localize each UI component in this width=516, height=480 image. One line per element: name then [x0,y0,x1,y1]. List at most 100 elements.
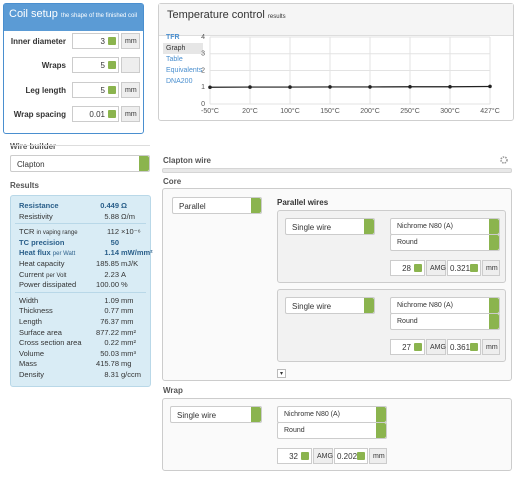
diameter-unit: mm [369,448,387,464]
label-text: Surface area [19,327,62,337]
label-text: Heat flux [19,248,51,258]
data-point [488,84,492,89]
label-text: Density [19,370,45,379]
result-row: Current per Volt 2.23 A [19,270,149,280]
label-text: Resistance [19,201,59,210]
result-row: Volume 50.03 mm³ [19,349,149,359]
result-unit: % [121,280,128,290]
label-text: Width [19,295,39,305]
result-label: Mass [19,359,37,368]
result-value: 112 [107,227,119,237]
section-title: Parallel wires [277,198,329,207]
result-unit: Ω/m [121,211,135,221]
gauge-unit: AMG [426,339,446,355]
label-text: Heat capacity [19,259,65,268]
result-unit: mm² [121,327,136,337]
menu-item[interactable]: Graph [163,43,203,54]
result-unit: mm² [121,338,136,348]
result-unit: ×10⁻⁶ [121,227,141,237]
result-value: 0.77 [104,306,119,316]
divider [15,291,146,293]
diameter-unit: mm [482,260,500,276]
result-row: Surface area 877.22 mm² [19,328,149,338]
gauge-input[interactable]: 32 [277,448,312,464]
result-value: 50 [110,237,119,247]
section-title: Results [10,181,39,190]
label-text: TCR [19,227,35,237]
label-text: TC precision [19,237,65,247]
settings-icon[interactable] [499,155,509,165]
menu-item[interactable]: Table [166,56,183,63]
result-label: Length [19,317,42,326]
results-panel: Resistance 0.449 Ω Resistivity 5.88 Ω/m TCR in… [10,195,153,387]
material-select[interactable]: Nichrome N80 (A) [390,218,500,235]
coil-setup-header: Coil setup the shape of the finished coi… [4,4,143,31]
wire-kind-select[interactable]: Single wire [285,297,375,314]
data-point [248,85,252,89]
result-value: 76.37 [100,317,119,326]
wire-kind-select[interactable]: Single wire [170,406,262,423]
diameter-input[interactable]: 0.321 [447,260,481,276]
material-select[interactable]: Nichrome N80 (A) [277,406,387,423]
y-tick-label: 1 [201,84,205,91]
shape-select[interactable]: Round [390,313,500,330]
label-qualifier: in vaping range [36,230,78,237]
x-tick-label: 300°C [440,107,460,115]
result-value: 877.22 [96,327,119,337]
wire-type-select[interactable]: Clapton [10,155,150,172]
panel-subtitle: the shape of the finished coil [60,13,138,19]
result-unit: mm³ [121,348,136,358]
result-unit: Ω [121,201,128,210]
result-value: 100.00 [96,280,119,290]
field-input[interactable]: 5 [72,82,119,98]
section-title: Wrap [163,386,183,395]
result-value: 415.78 [96,359,119,369]
label-text: Cross section area [19,338,82,348]
gauge-input[interactable]: 27 [390,339,425,355]
label-text: Volume [19,348,45,358]
result-row: Cross section area 0.22 mm² [19,338,149,348]
data-point [288,85,292,89]
result-row: Resistivity 5.88 Ω/m [19,212,149,222]
result-label: Thickness [19,306,53,315]
result-row: Power dissipated 100.00% [19,280,149,290]
shape-select[interactable]: Round [390,234,500,251]
wire-kind-select[interactable]: Single wire [285,218,375,235]
result-unit: mm [121,295,134,305]
menu-item[interactable]: DNA200 [166,78,193,85]
result-row: Length 76.37 mm [19,317,149,327]
result-label: Cross section area [19,338,82,347]
data-point [448,84,452,89]
x-tick-label: -50°C [201,107,219,115]
result-label: TCR in vaping range [19,227,78,236]
x-tick-label: 20°C [242,107,258,115]
label-text: Length [19,317,42,326]
gauge-input[interactable]: 28 [390,260,425,276]
field-input[interactable]: 0.01 [72,106,119,122]
menu-item[interactable]: Equivalents [166,67,203,74]
field-input[interactable]: 5 [72,57,119,73]
material-select[interactable]: Nichrome N80 (A) [390,297,500,314]
section-title: Clapton wire [163,156,212,165]
label-text: Resistivity [19,211,53,221]
diameter-unit: mm [482,339,500,355]
result-label: Width [19,296,38,305]
result-value: 1.09 [104,295,119,305]
result-unit: A [121,269,127,279]
slider[interactable] [162,168,512,173]
result-label: Current per Volt [19,270,66,279]
core-type-select[interactable]: Parallel [172,197,262,214]
field-input[interactable]: 3 [72,33,119,49]
diameter-input[interactable]: 0.361 [447,339,481,355]
add-button[interactable]: ▾ [277,369,286,378]
panel-title: Temperature control [167,9,265,21]
shape-select[interactable]: Round [277,422,387,439]
x-tick-label: 427°C [480,107,500,115]
coil-setup-panel: Coil setup the shape of the finished coi… [3,3,144,134]
result-label: Power dissipated [19,280,76,289]
result-value: 50.03 [100,348,119,358]
diameter-input[interactable]: 0.202 [334,448,368,464]
result-unit: mJ/K [121,259,139,268]
result-unit: mW/mm² [121,248,153,258]
